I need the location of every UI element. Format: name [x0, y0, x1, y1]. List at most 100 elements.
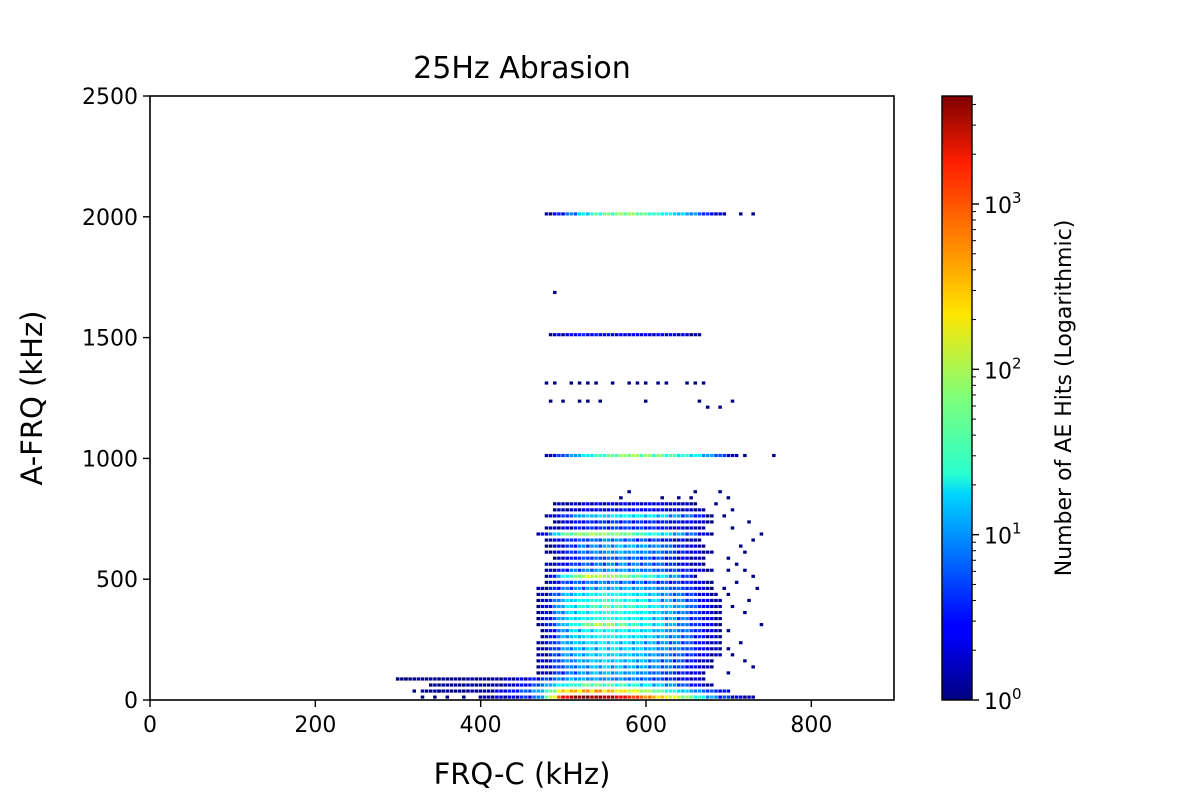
heatmap-cell [627, 659, 631, 663]
heatmap-cell [590, 333, 594, 337]
heatmap-cell [544, 580, 549, 584]
heatmap-cell [643, 544, 648, 548]
heatmap-cell [664, 508, 669, 512]
heatmap-cell [656, 520, 660, 524]
heatmap-cell [429, 683, 433, 687]
heatmap-cell [672, 610, 677, 615]
heatmap-cell [610, 671, 615, 675]
heatmap-cell [689, 453, 693, 458]
heatmap-cell [594, 604, 598, 609]
heatmap-cell [557, 598, 561, 603]
heatmap-cell [656, 212, 660, 216]
heatmap-cell [623, 647, 627, 651]
heatmap-cell [424, 689, 429, 693]
heatmap-cell [623, 333, 627, 337]
heatmap-cell [705, 592, 710, 596]
heatmap-cell [610, 212, 615, 216]
heatmap-cell [639, 610, 644, 615]
heatmap-cell [672, 544, 677, 548]
heatmap-cell [499, 683, 503, 687]
heatmap-cell [668, 665, 673, 669]
heatmap-cell [507, 683, 512, 687]
heatmap-cell [565, 677, 569, 681]
heatmap-cell [697, 538, 702, 542]
heatmap-cell [668, 514, 673, 518]
heatmap-cell [743, 568, 747, 572]
heatmap-cell [586, 671, 590, 675]
heatmap-cell [561, 665, 565, 669]
heatmap-cell [610, 562, 615, 566]
heatmap-cell [677, 502, 681, 506]
heatmap-cell [627, 604, 631, 609]
heatmap-cell [610, 689, 615, 693]
heatmap-cell [652, 653, 656, 657]
heatmap-cell [602, 562, 607, 566]
heatmap-cell [590, 453, 594, 458]
heatmap-cell [623, 586, 627, 590]
heatmap-cell [660, 653, 664, 657]
heatmap-cell [639, 580, 644, 584]
heatmap-cell [643, 623, 648, 627]
heatmap-cell [635, 610, 640, 615]
heatmap-cell [714, 641, 718, 645]
heatmap-cell [602, 514, 607, 518]
heatmap-cell [623, 598, 627, 603]
heatmap-cell [619, 604, 623, 609]
heatmap-cell [656, 508, 660, 512]
heatmap-cell [668, 683, 673, 687]
heatmap-cell [548, 568, 553, 572]
heatmap-cell [557, 665, 561, 669]
heatmap-cell [652, 647, 656, 651]
heatmap-cell [734, 562, 739, 566]
heatmap-cell [499, 677, 503, 681]
heatmap-cell [412, 689, 416, 693]
heatmap-cell [652, 610, 656, 615]
heatmap-cell [573, 538, 578, 542]
heatmap-cell [581, 508, 586, 512]
heatmap-cell [573, 550, 578, 554]
heatmap-cell [437, 689, 441, 693]
heatmap-cell [569, 665, 574, 669]
heatmap-cell [544, 610, 549, 615]
heatmap-cell [569, 671, 574, 675]
heatmap-cell [664, 598, 669, 603]
y-tick-label: 0 [124, 689, 138, 714]
heatmap-cell [602, 598, 607, 603]
heatmap-cell [602, 333, 607, 337]
heatmap-cell [701, 550, 706, 554]
heatmap-cell [573, 556, 578, 560]
heatmap-cell [705, 598, 710, 603]
heatmap-cell [631, 520, 636, 524]
heatmap-cell [565, 647, 569, 651]
heatmap-cell [677, 508, 681, 512]
heatmap-cell [664, 556, 669, 560]
heatmap-cell [677, 550, 681, 554]
heatmap-cell [602, 568, 607, 572]
heatmap-cell [714, 653, 718, 657]
heatmap-cell [577, 671, 582, 675]
heatmap-cell [705, 647, 710, 651]
heatmap-cell [693, 598, 698, 603]
heatmap-cell [705, 653, 710, 657]
heatmap-cell [710, 520, 714, 524]
heatmap-cell [631, 659, 636, 663]
heatmap-cell [615, 538, 619, 542]
heatmap-cell [553, 598, 557, 603]
heatmap-cell [635, 562, 640, 566]
heatmap-cell [548, 604, 553, 609]
heatmap-cell [557, 695, 561, 699]
heatmap-cell [565, 604, 569, 609]
heatmap-cell [581, 532, 586, 536]
heatmap-cell [656, 568, 660, 572]
heatmap-cell [718, 647, 722, 651]
heatmap-cell [668, 671, 673, 675]
heatmap-cell [507, 689, 512, 693]
heatmap-cell [590, 508, 594, 512]
heatmap-cell [581, 544, 586, 548]
heatmap-cell [664, 665, 669, 669]
heatmap-cell [602, 610, 607, 615]
heatmap-cell [672, 568, 677, 572]
heatmap-cell [615, 586, 619, 590]
heatmap-cell [705, 629, 710, 633]
heatmap-cell [557, 689, 561, 693]
